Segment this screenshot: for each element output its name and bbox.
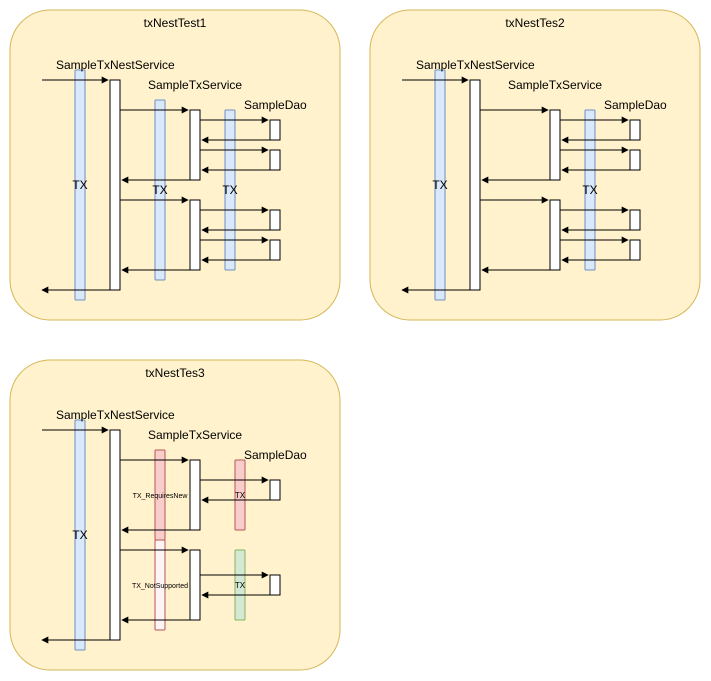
panel-1-tx-service-bar — [154, 99, 166, 281]
panel-3-tx-not-supported-label: TX_NotSupported — [132, 583, 188, 590]
panel-1-tx-service-label: SampleTxService — [148, 78, 242, 92]
panel-1-dao-activation-3 — [269, 209, 281, 231]
panel-3-tx-dao-bar-1 — [234, 459, 246, 531]
panel-1-title: txNestTest1 — [144, 16, 207, 30]
panel-3-tx-dao-label-1: TX — [235, 491, 246, 500]
panel-1-tx-dao-label: TX — [222, 183, 237, 197]
panel-2-title: txNestTes2 — [505, 16, 565, 30]
panel-3-service-activation-2 — [189, 549, 201, 621]
panel-1-tx-outer-label: TX — [72, 178, 87, 192]
panel-3-tx-service-label: SampleTxService — [148, 428, 242, 442]
panel-1-nest-service-label: SampleTxNestService — [56, 58, 175, 72]
panel-3-dao-activation-1 — [269, 479, 281, 501]
panel-3-tx-requires-new-label: TX_RequiresNew — [133, 493, 189, 500]
panel-3-nest-service-label: SampleTxNestService — [56, 408, 175, 422]
panel-3-tx-dao-label-2: TX — [235, 581, 246, 590]
panel-2-tx-outer-label: TX — [432, 178, 447, 192]
panel-1-dao-label: SampleDao — [244, 98, 307, 112]
panel-2-dao-activation-2 — [629, 149, 641, 171]
panel-2-background — [369, 9, 701, 321]
panel-2-tx-outer-bar — [434, 69, 446, 301]
panel-txnesttes2: txNestTes2 SampleTxNestService SampleTxSer… — [369, 9, 701, 321]
panel-1-service-activation-1 — [189, 109, 201, 181]
panel-3-background — [9, 359, 341, 671]
panel-3-tx-outer-bar — [74, 419, 86, 651]
panel-2-service-activation-1 — [549, 109, 561, 181]
panel-1-background — [9, 9, 341, 321]
panel-2-dao-activation-3 — [629, 209, 641, 231]
panel-txnesttes3: txNestTes3 SampleTxNestService SampleTxSer… — [9, 359, 341, 671]
panel-3-dao-label: SampleDao — [244, 448, 307, 462]
panel-1-dao-activation-4 — [269, 239, 281, 261]
panel-1-tx-outer-bar — [74, 69, 86, 301]
panel-3-nest-activation — [109, 429, 121, 641]
panel-2-dao-activation-1 — [629, 119, 641, 141]
panel-1-tx-service-label: TX — [152, 183, 167, 197]
panel-2-tx-service-label: SampleTxService — [508, 78, 602, 92]
panel-1-dao-activation-1 — [269, 119, 281, 141]
panel-1-nest-activation — [109, 79, 121, 291]
panel-3-tx-dao-bar-2 — [234, 549, 246, 621]
panel-2-dao-activation-4 — [629, 239, 641, 261]
panel-1-service-activation-2 — [189, 199, 201, 271]
panel-3-dao-activation-2 — [269, 574, 281, 596]
panel-3-tx-not-supported-bar — [154, 539, 166, 631]
panel-3-tx-outer-label: TX — [72, 528, 87, 542]
panel-2-nest-activation — [469, 79, 481, 291]
panel-2-tx-dao-label: TX — [582, 183, 597, 197]
panel-1-dao-activation-2 — [269, 149, 281, 171]
panel-2-service-activation-2 — [549, 199, 561, 271]
panel-2-nest-service-label: SampleTxNestService — [416, 58, 535, 72]
panel-3-title: txNestTes3 — [145, 366, 205, 380]
panel-3-service-activation-1 — [189, 459, 201, 531]
panel-txnesttest1: txNestTest1 SampleTxNestService SampleTxSe… — [9, 9, 341, 321]
panel-2-dao-label: SampleDao — [604, 98, 667, 112]
